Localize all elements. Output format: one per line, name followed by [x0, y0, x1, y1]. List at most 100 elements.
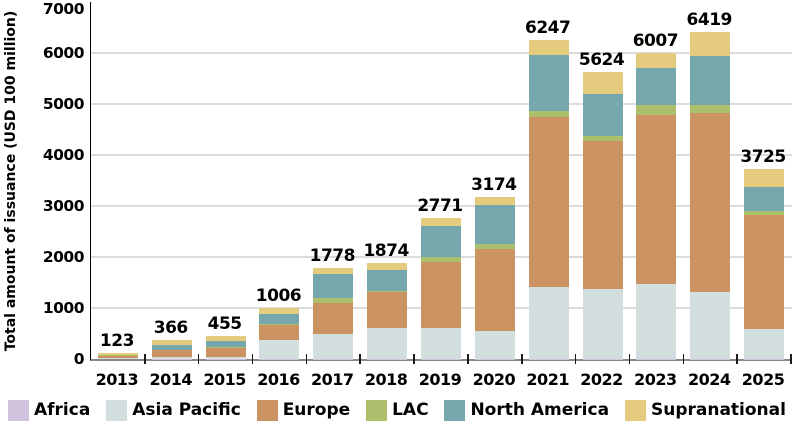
bar-segment-supranational-2017	[313, 268, 354, 274]
bar-segment-asia-pacific-2022	[582, 288, 623, 359]
x-axis-label-2016: 2016	[257, 370, 300, 389]
y-tick-label-2000: 2000	[42, 248, 85, 266]
y-tick-label-1000: 1000	[42, 299, 85, 317]
bar-segment-asia-pacific-2013	[97, 358, 138, 359]
bar-2013	[97, 352, 138, 359]
legend-swatch-north-america	[444, 399, 466, 421]
x-axis-tick	[682, 354, 685, 364]
y-tick-label-5000: 5000	[42, 95, 85, 113]
bar-2024	[690, 31, 731, 359]
legend: Africa Asia Pacific Europe LAC North America…	[0, 395, 800, 425]
bar-segment-supranational-2019	[421, 217, 461, 226]
bar-total-label-2024: 6419	[686, 9, 733, 30]
bar-segment-africa-2025	[744, 358, 785, 359]
bar-total-label-2020: 3174	[471, 175, 517, 196]
bar-segment-lac-2020	[474, 244, 515, 250]
y-tick-label-7000: 7000	[42, 0, 85, 18]
bar-2018	[367, 263, 408, 359]
bar-segment-europe-2016	[259, 324, 300, 340]
x-axis-tick	[521, 354, 523, 364]
legend-label-north-america: North America	[470, 400, 610, 420]
y-tick-label-0: 0	[73, 350, 85, 368]
bar-2014	[151, 340, 192, 359]
legend-label-supranational: Supranational	[650, 400, 786, 420]
x-axis-tick	[628, 354, 631, 364]
legend-swatch-africa	[8, 399, 29, 421]
bar-total-label-2018: 1874	[363, 241, 409, 262]
bar-segment-lac-2019	[421, 257, 461, 262]
bar-segment-north-america-2025	[744, 187, 785, 212]
bar-2015	[205, 335, 246, 359]
x-axis-tick	[359, 354, 361, 364]
bar-segment-lac-2017	[313, 298, 354, 303]
bar-segment-lac-2024	[690, 105, 731, 113]
bar-segment-europe-2020	[474, 249, 515, 331]
bar-segment-europe-2018	[367, 291, 408, 329]
gridline-6000	[91, 52, 792, 54]
bar-segment-africa-2024	[690, 358, 731, 359]
bar-segment-asia-pacific-2014	[151, 357, 192, 359]
bar-segment-north-america-2019	[421, 225, 461, 258]
bar-segment-europe-2019	[421, 261, 461, 328]
bar-total-label-2014: 366	[153, 318, 188, 339]
bar-segment-supranational-2022	[582, 72, 623, 95]
bar-segment-asia-pacific-2025	[744, 328, 785, 359]
y-tick-label-3000: 3000	[42, 197, 85, 215]
bar-segment-lac-2021	[528, 111, 569, 118]
bar-segment-europe-2021	[528, 117, 569, 288]
x-axis-tick	[305, 354, 308, 364]
bar-segment-europe-2014	[151, 350, 192, 358]
y-tick-label-4000: 4000	[42, 146, 85, 164]
bar-segment-north-america-2021	[528, 55, 569, 112]
bar-segment-supranational-2016	[259, 307, 300, 315]
bar-2017	[313, 268, 354, 359]
bar-segment-asia-pacific-2021	[528, 287, 569, 359]
bar-total-label-2019: 2771	[417, 195, 463, 216]
x-axis-tick	[144, 354, 146, 364]
plot-area	[90, 2, 792, 364]
legend-label-africa: Africa	[34, 400, 91, 420]
legend-item-asia-pacific: Asia Pacific	[106, 399, 241, 421]
bar-total-label-2025: 3725	[740, 147, 786, 168]
bar-2021	[528, 40, 569, 359]
bar-segment-supranational-2015	[205, 335, 246, 341]
bar-total-label-2022: 5624	[578, 50, 625, 71]
legend-label-europe: Europe	[282, 400, 351, 420]
x-axis-label-2017: 2017	[311, 370, 354, 389]
bar-segment-north-america-2023	[636, 67, 677, 105]
bar-2019	[421, 217, 461, 359]
bar-segment-supranational-2014	[151, 340, 192, 345]
bar-segment-asia-pacific-2015	[205, 357, 246, 359]
x-axis-tick	[251, 354, 254, 364]
bar-segment-asia-pacific-2024	[690, 292, 731, 359]
bar-segment-supranational-2013	[97, 352, 138, 356]
bar-segment-europe-2025	[744, 214, 785, 329]
bar-segment-europe-2013	[97, 355, 138, 359]
bar-segment-lac-2016	[259, 324, 300, 325]
bar-2022	[582, 72, 623, 359]
x-axis-label-2023: 2023	[634, 370, 677, 389]
legend-swatch-lac	[366, 399, 388, 421]
bar-segment-europe-2017	[313, 302, 354, 335]
x-axis-tick	[467, 354, 469, 364]
bar-total-label-2023: 6007	[632, 30, 679, 51]
bar-segment-lac-2014	[151, 349, 192, 350]
bar-segment-north-america-2018	[367, 270, 408, 291]
bar-segment-asia-pacific-2016	[259, 339, 300, 359]
legend-item-africa: Africa	[8, 399, 91, 421]
bar-segment-africa-2020	[474, 358, 515, 359]
bar-2016	[259, 307, 300, 359]
bar-segment-lac-2018	[367, 290, 408, 292]
y-tick-label-6000: 6000	[42, 44, 85, 62]
bar-segment-africa-2021	[528, 358, 569, 359]
bar-segment-north-america-2014	[151, 344, 192, 350]
bar-segment-europe-2024	[690, 112, 731, 293]
legend-item-europe: Europe	[256, 399, 351, 421]
legend-label-asia-pacific: Asia Pacific	[132, 400, 241, 420]
legend-swatch-europe	[256, 399, 278, 421]
x-axis-label-2014: 2014	[149, 370, 193, 389]
bar-total-label-2021: 6247	[525, 18, 571, 39]
bar-segment-europe-2023	[636, 114, 677, 284]
bar-segment-supranational-2020	[474, 197, 515, 206]
legend-swatch-asia-pacific	[106, 399, 128, 421]
